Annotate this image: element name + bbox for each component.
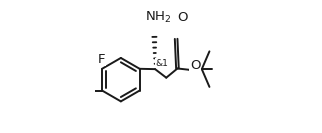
Text: O: O xyxy=(190,59,201,72)
Text: O: O xyxy=(177,11,187,24)
Text: NH$_2$: NH$_2$ xyxy=(145,10,171,25)
Text: F: F xyxy=(98,53,106,66)
Text: &1: &1 xyxy=(155,59,168,68)
